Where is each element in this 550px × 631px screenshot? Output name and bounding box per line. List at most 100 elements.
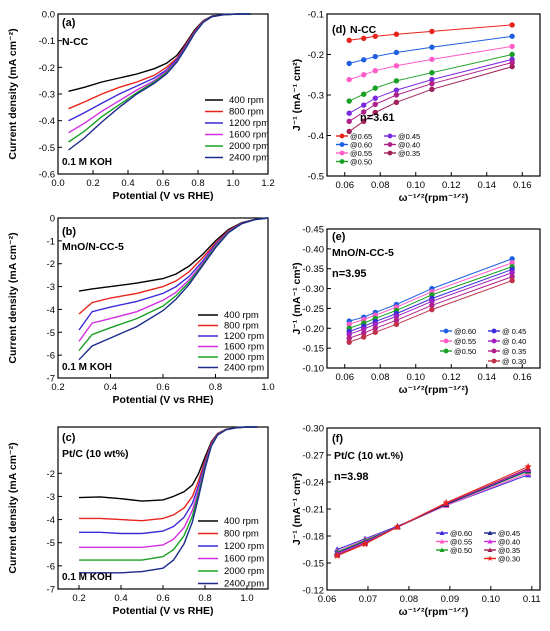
- y-axis-label: Current density (mA cm⁻²): [7, 232, 19, 363]
- y-tick-label: -0.10: [302, 364, 324, 375]
- data-point: [429, 298, 435, 304]
- legend-label: 1200 rpm: [224, 541, 264, 552]
- data-point: [509, 51, 515, 58]
- panel-letter: (c): [62, 432, 76, 444]
- data-point: [509, 256, 515, 262]
- legend-label: 1600 rpm: [224, 554, 264, 565]
- data-point: [509, 260, 515, 266]
- y-tick-label: -0.15: [302, 559, 324, 570]
- legend-label: 400 rpm: [224, 516, 259, 527]
- legend-marker: [491, 328, 497, 334]
- data-point: [372, 101, 378, 108]
- series-line-1: [68, 13, 251, 110]
- legend-label: @0.55: [454, 337, 476, 346]
- y-tick-label: -0.30: [302, 424, 324, 435]
- y-tick-label: -0.30: [302, 284, 324, 295]
- series-line-0: [78, 426, 258, 502]
- y-axis-label: Current density (mA cm⁻²): [7, 28, 19, 159]
- x-axis-label: ω⁻¹ᐟ²(rpm⁻¹ᐟ²): [399, 192, 469, 204]
- data-point: [509, 273, 515, 280]
- y-tick-label: -0.6: [39, 170, 55, 181]
- y-tick-label: -4: [47, 515, 55, 526]
- y-tick-label: -0.21: [302, 505, 324, 516]
- legend-marker: [339, 150, 345, 156]
- legend-marker: [339, 133, 345, 139]
- fit-line-5: [348, 62, 513, 122]
- legend-label: 2000 rpm: [224, 566, 264, 577]
- x-tick-label: 0.06: [336, 180, 355, 191]
- data-point: [393, 522, 402, 531]
- x-tick-label: 0.10: [482, 594, 501, 605]
- electron-number-label: n=3.95: [332, 268, 367, 280]
- x-tick-label: 0.14: [478, 180, 497, 191]
- x-tick-label: 0.4: [121, 178, 134, 189]
- x-tick-label: 0.08: [400, 594, 419, 605]
- y-tick-label: -0.15: [302, 344, 324, 355]
- y-tick-label: -0.18: [302, 532, 324, 543]
- data-point: [393, 87, 400, 93]
- legend-label: @0.60: [450, 529, 472, 538]
- legend-label: 2000 rpm: [224, 352, 264, 363]
- legend-marker: [387, 150, 393, 156]
- chart-panel-3: 0.06 0.08 0.10 0.12 0.14 0.16 -0.45 -0.40 -0.35 -…: [291, 225, 541, 396]
- x-axis-label: Potential (V vs RHE): [113, 394, 214, 406]
- y-axis-label: J⁻¹ (mA⁻¹ cm²): [291, 473, 303, 545]
- x-tick-label: 0.16: [513, 180, 532, 191]
- legend-label: @0.35: [398, 149, 420, 158]
- legend-label: 2400 rpm: [224, 579, 264, 590]
- legend-marker: [387, 133, 393, 139]
- y-tick-label: -4: [47, 305, 55, 316]
- legend-label: @ 0.30: [502, 357, 526, 366]
- data-point: [429, 302, 435, 308]
- legend-label: 800 rpm: [229, 107, 264, 118]
- x-tick-label: 0.2: [72, 593, 85, 604]
- series-line-4: [68, 13, 251, 143]
- y-tick-label: -6: [47, 561, 55, 572]
- y-tick-label: -0.1: [39, 36, 55, 47]
- y-tick-label: -0.35: [302, 264, 324, 275]
- legend-label: @0.40: [498, 538, 520, 547]
- data-point: [346, 60, 352, 67]
- legend-label: @0.55: [450, 538, 472, 547]
- legend-marker: [387, 142, 393, 147]
- panel-letter: (a): [62, 17, 76, 29]
- data-point: [429, 56, 435, 63]
- x-tick-label: 0.6: [156, 593, 169, 604]
- legend-label: @0.45: [498, 529, 520, 538]
- x-tick-label: 0.4: [114, 593, 127, 604]
- x-tick-label: 0.08: [371, 180, 390, 191]
- electrolyte-label: 0.1 M KOH: [62, 157, 112, 168]
- y-tick-label: -0.27: [302, 451, 324, 462]
- legend-marker: [443, 328, 449, 334]
- data-point: [346, 128, 352, 135]
- x-tick-label: 1.0: [261, 382, 274, 393]
- electron-number-label: n=3.61: [360, 112, 395, 124]
- legend-label: 1200 rpm: [229, 118, 269, 129]
- chart-panel-0: 0.0 0.2 0.4 0.6 0.8 1.0 1.2 0.0 -0.1 -0.2 -0.3 -0.4…: [7, 10, 275, 203]
- sample-label: N-CC: [350, 24, 377, 36]
- chart-panel-5: 0.06 0.07 0.08 0.09 0.10 0.11 -0.30 -0.27 -0.24 -…: [291, 424, 541, 619]
- x-tick-label: 0.09: [441, 594, 460, 605]
- series-line-5: [78, 217, 269, 361]
- data-point: [393, 313, 400, 320]
- y-tick-label: -3: [47, 492, 55, 503]
- data-point: [361, 330, 367, 336]
- data-point: [442, 498, 451, 507]
- data-point: [429, 306, 435, 313]
- series-line-0: [78, 217, 269, 292]
- data-point: [361, 334, 367, 340]
- legend-marker: [487, 530, 493, 535]
- y-tick-label: -0.40: [302, 244, 324, 255]
- data-point: [393, 317, 400, 324]
- x-axis-label: ω⁻¹ᐟ²(rpm⁻¹ᐟ²): [399, 606, 469, 618]
- series-line-5: [79, 426, 258, 574]
- legend-marker: [439, 547, 445, 552]
- y-tick-label: -0.1: [308, 10, 324, 21]
- data-point: [393, 321, 400, 328]
- x-tick-label: 1.0: [240, 593, 253, 604]
- data-point: [361, 109, 367, 115]
- data-point: [361, 540, 369, 548]
- legend-marker: [339, 159, 345, 164]
- data-point: [509, 33, 515, 39]
- y-tick-label: -0.2: [39, 63, 55, 74]
